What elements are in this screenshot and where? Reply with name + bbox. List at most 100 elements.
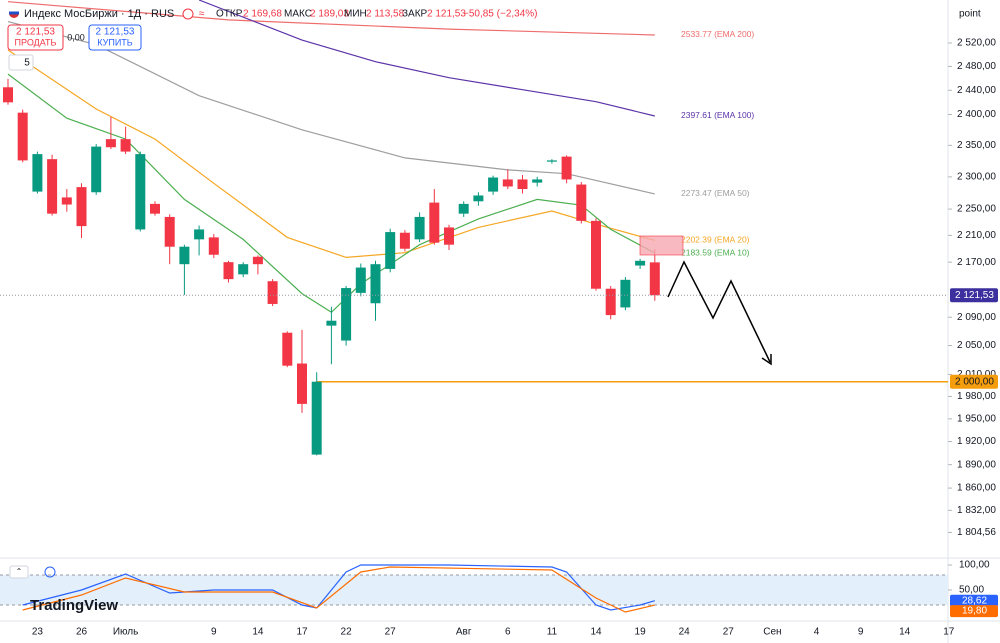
- ema-line: [7, 49, 655, 259]
- candle-body: [252, 256, 263, 265]
- y-tick-label: 100,00: [959, 560, 990, 571]
- y-tick-label: 2 210,00: [957, 230, 996, 241]
- x-tick-label: Авг: [456, 627, 472, 638]
- y-tick-label: 2 440,00: [957, 85, 996, 96]
- y-tick-label: 2 350,00: [957, 140, 996, 151]
- candle-body: [429, 202, 440, 243]
- x-tick-label: 9: [858, 627, 864, 638]
- close-value: 2 121,53: [427, 9, 466, 20]
- pane-collapse-icon: ⌃: [16, 567, 23, 576]
- last-price-label: 2 121,53: [955, 290, 994, 301]
- candle-body: [546, 160, 557, 162]
- x-tick-label: 26: [76, 627, 88, 638]
- ema-label: 2202.39 (EMA 20): [681, 235, 750, 245]
- candle-body: [179, 246, 190, 265]
- x-tick-label: 22: [341, 627, 353, 638]
- candle-body: [282, 332, 293, 366]
- x-tick-label: Июль: [113, 627, 139, 638]
- y-tick-label: 1 860,00: [957, 483, 996, 494]
- symbol-title[interactable]: Индекс МосБиржи · 1Д · RUS: [24, 8, 174, 20]
- x-tick-label: Сен: [763, 627, 781, 638]
- y-tick-label: 2 520,00: [957, 38, 996, 49]
- x-tick-label: 4: [814, 627, 820, 638]
- y-tick-label: 2 300,00: [957, 172, 996, 183]
- y-tick-label: 2 050,00: [957, 340, 996, 351]
- candle-body: [488, 177, 499, 192]
- x-tick-label: 19: [635, 627, 647, 638]
- scale-unit: point: [959, 9, 981, 20]
- candle-body: [620, 279, 631, 308]
- candle-body: [238, 264, 249, 275]
- indicator-toggle[interactable]: [8, 54, 34, 71]
- oscillator-line: [22, 564, 655, 611]
- last-price-box: [950, 288, 998, 303]
- x-tick-label: 11: [547, 627, 558, 638]
- candle-body: [517, 179, 528, 190]
- sell-zone[interactable]: [639, 235, 684, 256]
- x-tick-label: 14: [252, 627, 264, 638]
- y-tick-label: 1 980,00: [957, 391, 996, 402]
- buy-price: 2 121,53: [96, 27, 135, 38]
- candle-body: [591, 220, 601, 289]
- candle-body: [605, 288, 616, 316]
- candle-body: [576, 184, 587, 221]
- x-tick-label: 23: [32, 627, 44, 638]
- x-tick-label: 6: [505, 627, 511, 638]
- open-value: 2 169,68: [243, 9, 282, 20]
- x-tick-label: 17: [943, 627, 955, 638]
- candle-body: [164, 216, 175, 247]
- level-label: 2 000,00: [955, 376, 994, 387]
- candle-body: [297, 363, 307, 404]
- change-value: −50,85 (−2,34%): [463, 9, 538, 20]
- pane-settings[interactable]: [44, 566, 56, 578]
- oscillator-line: [22, 566, 655, 613]
- spread: 0,00: [67, 32, 85, 42]
- candle-body: [473, 195, 484, 202]
- oscillator-value-label: 19,80: [962, 606, 987, 617]
- level-label-box: [950, 374, 998, 389]
- candle-body: [444, 227, 454, 245]
- candle-body: [355, 267, 366, 293]
- oscillator-value-box: [950, 605, 998, 618]
- pane-collapse[interactable]: [9, 565, 29, 579]
- high-value: 2 189,03: [310, 9, 349, 20]
- buy-label: КУПИТЬ: [97, 37, 132, 47]
- close-label: ЗАКР: [402, 9, 428, 20]
- candle-body: [105, 139, 116, 148]
- ema-label: 2183.59 (EMA 10): [681, 247, 750, 257]
- candle-body: [47, 159, 58, 214]
- y-tick-label: 1 920,00: [957, 436, 996, 447]
- candle-body: [385, 232, 396, 269]
- oscillator-value-box: [950, 594, 998, 607]
- candle-body: [223, 262, 234, 280]
- forecast-path[interactable]: [667, 260, 771, 363]
- x-tick-label: 14: [590, 627, 602, 638]
- candle-body: [414, 216, 425, 240]
- buy-button[interactable]: [88, 24, 142, 51]
- oscillator-band: [0, 575, 948, 605]
- y-tick-label: 2 400,00: [957, 109, 996, 120]
- candle-body: [649, 262, 660, 296]
- candle-body: [267, 281, 278, 304]
- y-tick-label: 1 804,56: [957, 527, 996, 538]
- y-tick-label: 50,00: [959, 585, 984, 596]
- candle-body: [502, 179, 513, 187]
- status-mark: ≈: [199, 9, 205, 20]
- y-tick-label: 2 480,00: [957, 61, 996, 72]
- candle-body: [91, 146, 102, 193]
- candle-body: [370, 264, 381, 304]
- candle-body: [635, 260, 646, 266]
- sell-button[interactable]: [7, 24, 64, 51]
- y-tick-label: 1 950,00: [957, 413, 996, 424]
- y-tick-label: 1 832,00: [957, 505, 996, 516]
- ema-line: [7, 21, 655, 195]
- flag-stripe: [9, 11, 19, 15]
- low-value: 2 113,58: [366, 9, 405, 20]
- candle-body: [194, 229, 205, 240]
- candle-body: [150, 203, 160, 214]
- logo[interactable]: TradingView: [30, 597, 118, 614]
- y-tick-label: 2 010,00: [957, 369, 996, 380]
